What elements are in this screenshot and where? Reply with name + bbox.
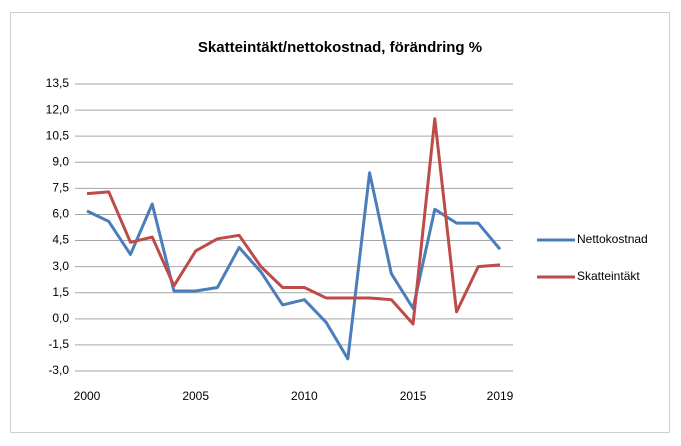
data-line	[86, 117, 501, 326]
y-tick-label: -3,0	[48, 363, 69, 377]
data-line	[86, 171, 502, 361]
y-tick-label: 0,0	[52, 311, 69, 325]
y-tick-label: 13,5	[46, 76, 70, 90]
x-tick-label: 2000	[74, 389, 101, 403]
y-tick-label: 7,5	[52, 181, 69, 195]
legend-label: Nettokostnad	[577, 232, 648, 246]
y-tick-label: 1,5	[52, 285, 69, 299]
y-tick-label: 6,0	[52, 207, 69, 221]
y-tick-label: 9,0	[52, 154, 69, 168]
y-tick-label: 12,0	[46, 102, 70, 116]
x-tick-label: 2015	[400, 389, 427, 403]
y-tick-label: 10,5	[46, 128, 70, 142]
x-tick-label: 2010	[291, 389, 318, 403]
x-tick-label: 2019	[487, 389, 514, 403]
x-tick-label: 2005	[182, 389, 209, 403]
y-tick-label: 4,5	[52, 233, 69, 247]
y-tick-label: 3,0	[52, 259, 69, 273]
legend-label: Skatteintäkt	[577, 269, 640, 283]
chart-title: Skatteintäkt/nettokostnad, förändring %	[198, 39, 482, 56]
y-tick-label: -1,5	[48, 337, 69, 351]
